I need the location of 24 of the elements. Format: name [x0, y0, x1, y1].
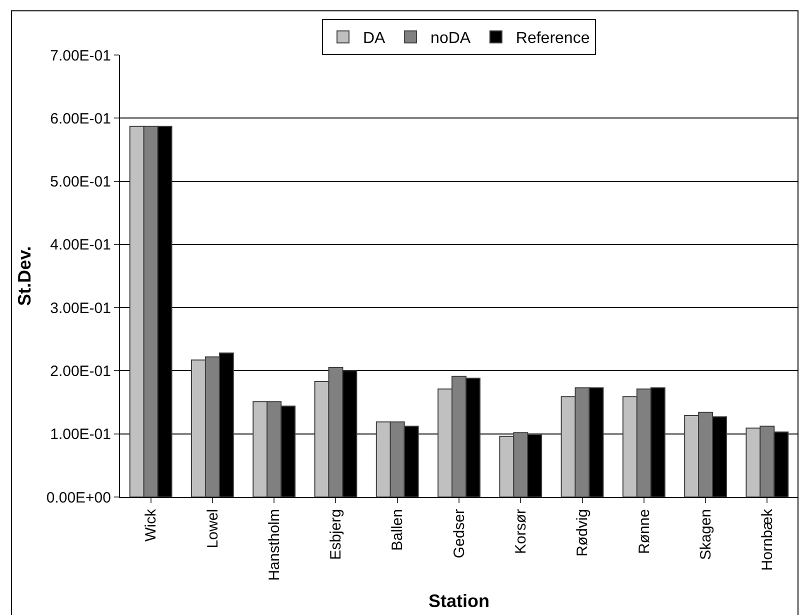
y-tick-label: 3.00E-01 — [50, 300, 111, 317]
x-tick-label: Skagen — [697, 509, 714, 560]
x-tick-label: Rønne — [636, 509, 653, 554]
y-tick-label: 4.00E-01 — [50, 236, 111, 254]
y-tick-label: 2.00E-01 — [50, 362, 111, 380]
x-axis-title: Station — [428, 590, 490, 611]
y-tick-label: 7.00E-01 — [50, 47, 111, 64]
x-tick-label: Korsør — [512, 508, 530, 554]
x-tick-label: Rødvig — [574, 509, 592, 557]
legend-label: DA — [363, 30, 386, 48]
y-tick-label: 0.00E+00 — [46, 489, 111, 506]
x-tick-label: Gedser — [450, 509, 468, 558]
x-tick-label: Hanstholm — [266, 509, 283, 581]
legend-label: noDA — [430, 30, 471, 48]
x-tick-label: Esbjerg — [328, 509, 345, 560]
x-tick-label: Wick — [142, 508, 160, 542]
y-tick-label: 6.00E-01 — [50, 110, 111, 128]
y-tick-label: 5.00E-01 — [50, 174, 111, 191]
y-axis-title: St.Dev. — [14, 246, 35, 306]
x-tick-label: Lowel — [204, 509, 222, 548]
x-tick-label: Ballen — [389, 509, 406, 551]
legend-label: Reference — [516, 30, 590, 48]
y-tick-label: 1.00E-01 — [50, 426, 111, 444]
x-tick-label: Hornbæk — [759, 508, 776, 571]
